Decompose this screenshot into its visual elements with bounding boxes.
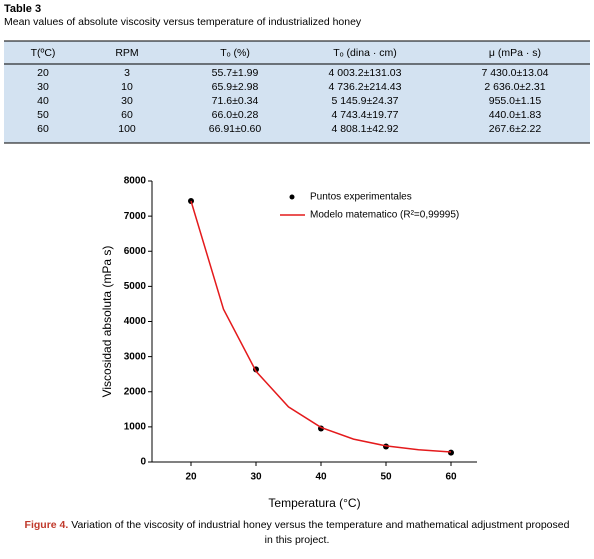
table-cell: 267.6±2.22 (489, 123, 542, 135)
table-cell: 10 (121, 81, 133, 93)
figure-caption-continued: in this project. (265, 534, 330, 546)
table-cell: 55.7±1.99 (212, 67, 259, 79)
table-header: T(ºC) (31, 47, 56, 59)
table-cell: 7 430.0±13.04 (481, 67, 548, 79)
legend-label: Puntos experimentales (310, 192, 412, 203)
y-tick-label: 3000 (124, 351, 147, 362)
table-cell: 65.9±2.98 (212, 81, 259, 93)
table-cell: 66.0±0.28 (212, 109, 259, 121)
table-cell: 2 636.0±2.31 (484, 81, 545, 93)
table-header: Tₒ (%) (220, 47, 250, 59)
model-curve (190, 200, 452, 453)
figure-caption: Variation of the viscosity of industrial… (71, 519, 569, 531)
figure-label: Figure 4. (25, 519, 69, 531)
x-tick-label: 50 (380, 472, 392, 483)
y-tick-label: 7000 (124, 211, 147, 222)
y-tick-label: 6000 (124, 246, 147, 257)
table-cell: 100 (118, 123, 136, 135)
table-cell: 4 736.2±214.43 (329, 81, 402, 93)
y-tick-label: 2000 (124, 386, 147, 397)
table-cell: 3 (124, 67, 130, 79)
table-cell: 66.91±0.60 (209, 123, 262, 135)
y-tick-label: 0 (140, 457, 146, 468)
table-cell: 4 743.4±19.77 (331, 109, 398, 121)
table-cell: 955.0±1.15 (489, 95, 542, 107)
y-tick-label: 4000 (124, 316, 147, 327)
x-axis-title: Temperatura (°C) (268, 496, 360, 510)
x-tick-label: 30 (250, 472, 262, 483)
table-cell: 60 (37, 123, 49, 135)
table-cell: 440.0±1.83 (489, 109, 542, 121)
y-tick-label: 1000 (124, 422, 147, 433)
legend-label: Modelo matematico (R²=0,99995) (310, 210, 459, 221)
y-axis-title: Viscosidad absoluta (mPa s) (100, 246, 114, 398)
table-cell: 60 (121, 109, 133, 121)
table-header: RPM (115, 47, 138, 59)
y-tick-label: 5000 (124, 281, 147, 292)
table-header: μ (mPa · s) (489, 47, 541, 59)
data-point (448, 449, 454, 456)
table-cell: 71.6±0.34 (212, 95, 259, 107)
y-tick-label: 8000 (124, 176, 147, 187)
table-label: Table 3 (4, 3, 41, 15)
table-cell: 5 145.9±24.37 (331, 95, 398, 107)
table-cell: 50 (37, 109, 49, 121)
table-cell: 30 (37, 81, 49, 93)
table-cell: 4 003.2±131.03 (329, 67, 402, 79)
figure-caption-line: Figure 4. Variation of the viscosity of … (25, 519, 570, 531)
table-header: Tₒ (dina · cm) (333, 47, 396, 59)
x-tick-label: 60 (445, 472, 457, 483)
x-tick-label: 20 (185, 472, 197, 483)
legend-marker (289, 194, 295, 200)
table-background (4, 41, 590, 143)
table-caption: Mean values of absolute viscosity versus… (4, 16, 362, 28)
table-cell: 40 (37, 95, 49, 107)
table-cell: 20 (37, 67, 49, 79)
table-cell: 30 (121, 95, 133, 107)
table-cell: 4 808.1±42.92 (331, 123, 398, 135)
x-tick-label: 40 (315, 472, 327, 483)
